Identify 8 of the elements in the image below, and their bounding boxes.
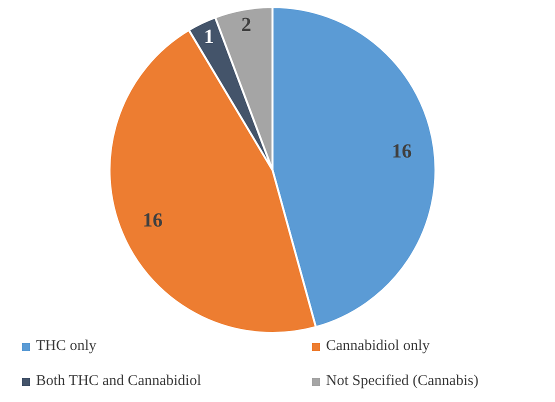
legend-label: Both THC and Cannabidiol [36, 373, 202, 390]
legend-label: Not Specified (Cannabis) [326, 373, 478, 390]
legend-label: Cannabidiol only [326, 338, 430, 355]
legend-label: THC only [36, 338, 96, 355]
data-label: 16 [392, 140, 412, 163]
data-label: 1 [204, 26, 214, 48]
data-label: 16 [142, 209, 163, 232]
data-label: 2 [241, 14, 252, 36]
